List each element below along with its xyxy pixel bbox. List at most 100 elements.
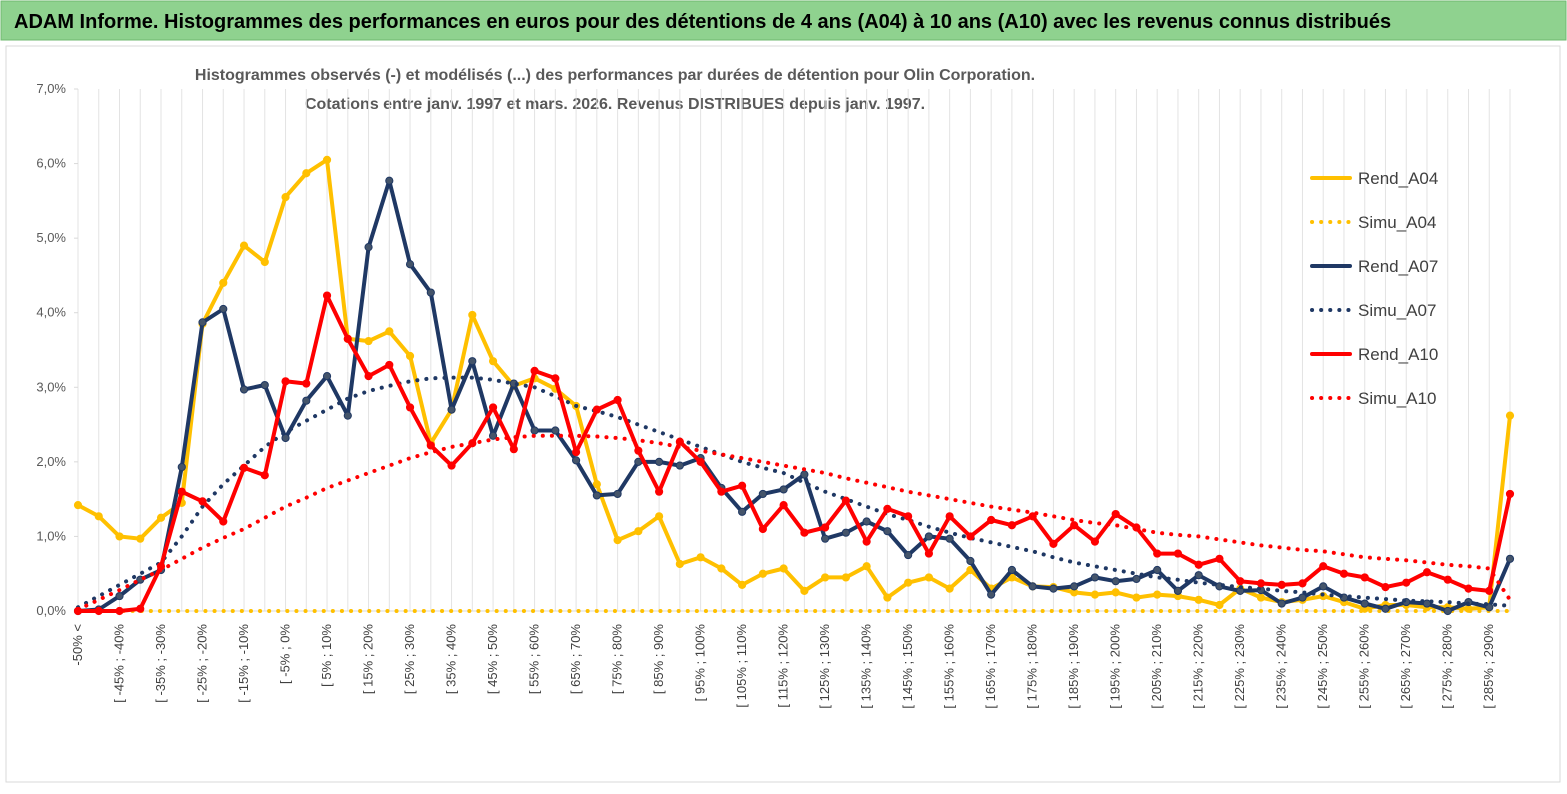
- page-title: ADAM Informe. Histogrammes des performan…: [14, 11, 1391, 33]
- data-point: [1464, 584, 1473, 593]
- data-point: [1090, 537, 1100, 546]
- data-point: [571, 448, 581, 457]
- data-point: [219, 278, 228, 287]
- data-point: [281, 193, 290, 202]
- data-point: [862, 562, 871, 571]
- data-point: [1111, 588, 1120, 597]
- data-point: [405, 260, 415, 269]
- x-tick-label: [ 145% ; 150%: [900, 624, 915, 709]
- y-tick-label: 3,0%: [36, 379, 66, 394]
- data-point: [551, 374, 560, 383]
- data-point: [945, 512, 954, 521]
- data-point: [260, 471, 269, 480]
- data-point: [115, 591, 124, 601]
- data-point: [717, 487, 726, 496]
- data-point: [738, 507, 747, 516]
- data-point: [364, 242, 373, 252]
- data-point: [1028, 582, 1037, 591]
- x-tick-label: [ 155% ; 160%: [942, 624, 957, 709]
- data-point: [239, 241, 249, 250]
- data-point: [821, 534, 830, 543]
- x-tick-label: [ 225% ; 230%: [1232, 624, 1247, 709]
- data-point: [1090, 590, 1100, 599]
- data-point: [945, 584, 954, 593]
- data-point: [1132, 574, 1141, 584]
- x-tick-label: [ 55% ; 60%: [527, 624, 542, 695]
- observed-line: [76, 178, 1512, 613]
- data-point: [1007, 565, 1017, 575]
- legend-label: Rend_A10: [1358, 345, 1438, 364]
- x-tick-label: [ -25% ; -20%: [195, 624, 210, 703]
- data-point: [1215, 554, 1224, 563]
- data-point: [1049, 539, 1058, 548]
- data-point: [1443, 606, 1452, 616]
- data-point: [1132, 593, 1141, 602]
- legend-label: Rend_A04: [1358, 169, 1438, 188]
- data-point: [675, 461, 684, 470]
- x-tick-label: [ 235% ; 240%: [1274, 624, 1289, 709]
- x-tick-label: [ 165% ; 170%: [983, 624, 998, 709]
- x-tick-label: [ 5% ; 10%: [319, 624, 334, 687]
- data-point: [343, 334, 352, 343]
- data-point: [426, 441, 435, 450]
- data-point: [1505, 411, 1515, 420]
- x-tick-label: [ 195% ; 200%: [1108, 624, 1123, 709]
- data-point: [821, 523, 830, 532]
- x-tick-label: [ 215% ; 220%: [1191, 624, 1206, 709]
- data-point: [385, 360, 394, 370]
- x-tick-label: [ 275% ; 280%: [1440, 624, 1455, 709]
- data-point: [758, 489, 767, 499]
- data-point: [1194, 571, 1203, 580]
- chart-title: Histogrammes observés (-) et modélisés (…: [195, 67, 1035, 84]
- data-point: [987, 515, 996, 525]
- chart-frame: [5, 45, 1561, 783]
- x-tick-label: [ 285% ; 290%: [1481, 624, 1496, 709]
- data-point: [738, 481, 747, 490]
- data-point: [800, 586, 809, 595]
- y-tick-label: 7,0%: [36, 81, 66, 96]
- data-point: [987, 590, 996, 599]
- data-point: [924, 573, 933, 582]
- x-tick-label: [ 185% ; 190%: [1066, 624, 1081, 709]
- observed-line: [76, 293, 1512, 613]
- x-tick-label: [ 135% ; 140%: [859, 624, 874, 709]
- data-point: [260, 380, 269, 390]
- data-point: [1049, 584, 1058, 593]
- data-point: [1194, 560, 1203, 569]
- x-tick-label: [ -45% ; -40%: [112, 624, 127, 703]
- data-point: [1256, 579, 1266, 588]
- data-point: [696, 553, 705, 562]
- data-point: [1277, 580, 1286, 590]
- data-point: [1236, 577, 1245, 586]
- data-point: [1153, 590, 1162, 599]
- data-point: [322, 372, 332, 381]
- legend-label: Rend_A07: [1358, 257, 1438, 276]
- data-point: [94, 512, 103, 521]
- data-point: [966, 532, 975, 541]
- data-point: [862, 517, 871, 526]
- x-tick-label: [ 65% ; 70%: [568, 624, 583, 695]
- data-point: [260, 257, 269, 267]
- data-point: [302, 396, 311, 405]
- data-point: [862, 537, 871, 546]
- data-point: [883, 593, 892, 602]
- data-point: [904, 512, 913, 521]
- data-point: [592, 405, 601, 414]
- data-point: [924, 549, 933, 558]
- data-point: [1007, 521, 1017, 530]
- data-point: [779, 564, 788, 573]
- data-point: [1070, 521, 1079, 530]
- x-tick-label: [ 35% ; 40%: [444, 624, 459, 695]
- data-point: [655, 487, 664, 496]
- data-point: [1173, 549, 1183, 558]
- data-point: [468, 357, 477, 366]
- data-point: [779, 501, 788, 510]
- data-point: [551, 426, 560, 435]
- data-point: [1319, 582, 1328, 591]
- data-point: [322, 155, 332, 164]
- data-point: [136, 604, 145, 613]
- data-point: [904, 578, 913, 587]
- data-point: [115, 532, 124, 541]
- data-point: [592, 491, 601, 500]
